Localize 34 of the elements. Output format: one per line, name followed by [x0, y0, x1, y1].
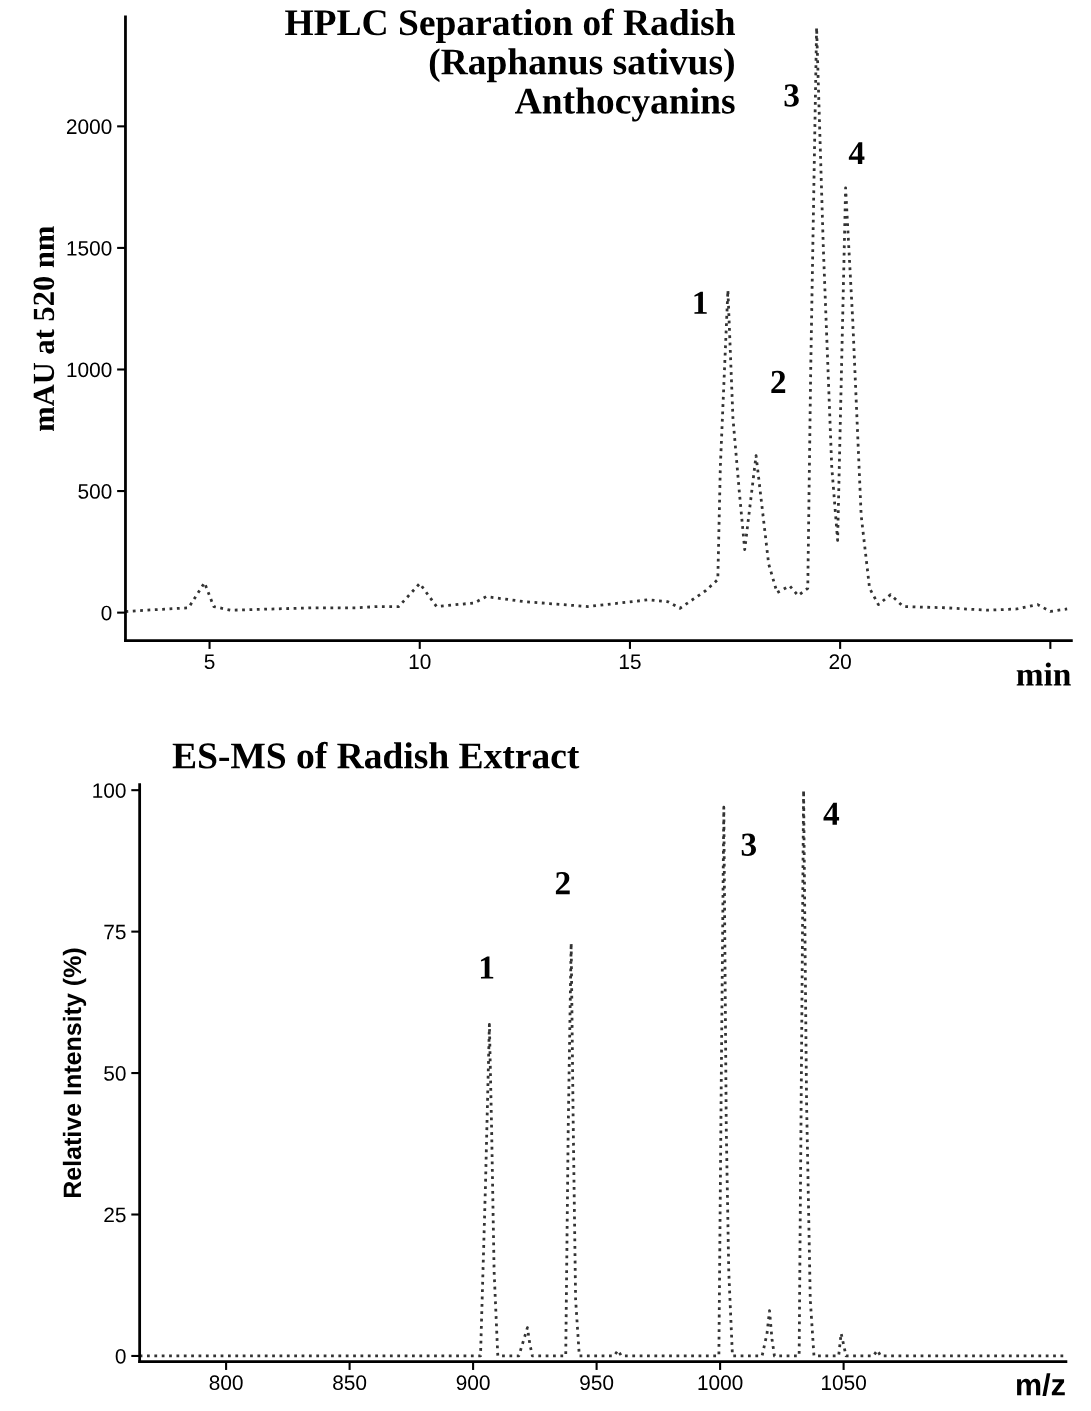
y-tick-label: 50: [104, 1066, 126, 1081]
annotation: 4: [823, 802, 840, 825]
y-tick-label: 500: [78, 484, 112, 499]
annotation: 3: [784, 84, 799, 107]
text: HPLC Separation of Radish (Raphanus sativus) Anthocyanins: [285, 8, 736, 122]
chart-title: ES-MS of Radish Extract: [172, 741, 580, 769]
annotation: 4: [848, 142, 865, 165]
y-axis-title: Relative Intensity (%): [62, 948, 87, 1198]
annotation: 1: [694, 291, 707, 314]
y-tick-label: 0: [101, 605, 112, 621]
y-tick-label: 75: [104, 924, 126, 940]
x-tick-label: 1050: [822, 1375, 866, 1391]
x-tick-label: 20: [829, 654, 851, 670]
y-tick-label: 1500: [67, 240, 112, 256]
x-tick-label: 950: [580, 1375, 614, 1391]
x-tick-label: 850: [333, 1375, 367, 1391]
y-axis-title: mAU at 520 nm: [33, 226, 55, 432]
y-tick-label: 2000: [66, 119, 112, 135]
x-tick-label: 900: [456, 1375, 490, 1391]
annotation: 2: [771, 370, 786, 393]
annotation: 1: [480, 956, 494, 979]
x-tick-label: 10: [409, 654, 431, 670]
y-tick-label: 0: [115, 1348, 126, 1364]
y-tick-label: 100: [93, 783, 126, 798]
annotation: 3: [741, 833, 756, 856]
x-axis-title: m/z: [1016, 1373, 1065, 1396]
annotation: 2: [555, 872, 570, 895]
x-tick-label: 15: [619, 654, 641, 670]
x-axis-title: min: [1016, 662, 1071, 686]
y-tick-label: 1000: [67, 362, 112, 378]
x-tick-label: 5: [204, 654, 215, 670]
x-tick-label: 1000: [698, 1375, 743, 1391]
y-tick-label: 25: [104, 1207, 126, 1223]
x-tick-label: 800: [209, 1375, 243, 1391]
